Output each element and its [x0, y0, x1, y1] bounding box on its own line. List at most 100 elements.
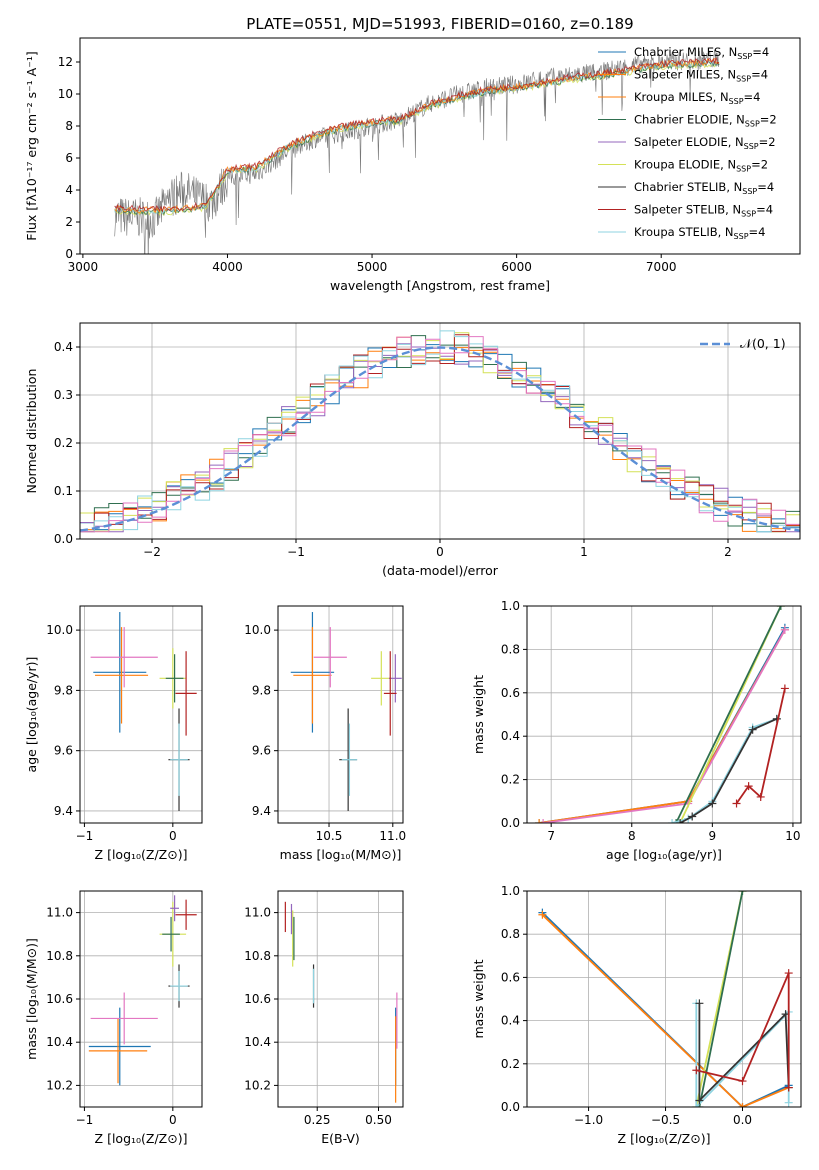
error-point [388, 654, 402, 703]
weight-marker [668, 819, 677, 823]
x-tick-label: 7 [547, 829, 555, 843]
error-point [162, 916, 180, 952]
error-point [313, 627, 347, 688]
weight-marker [744, 782, 753, 791]
y-axis-label: Normed distribution [24, 369, 39, 494]
y-tick-label: 9.8 [252, 683, 271, 697]
y-tick-label: 0.6 [501, 686, 520, 700]
weight-line [538, 627, 786, 823]
error-point [341, 723, 358, 796]
x-tick-label: −1 [76, 1113, 94, 1127]
y-tick-label: 10.4 [46, 1035, 73, 1049]
weight-marker [776, 606, 785, 610]
y-tick-label: 0.4 [54, 340, 73, 354]
y-tick-label: 0.1 [54, 484, 73, 498]
x-axis-label: age [log₁₀(age/yr)] [606, 847, 722, 862]
y-tick-label: 0.8 [501, 927, 520, 941]
x-tick-label: −2 [143, 545, 161, 559]
legend-text: Kroupa ELODIE, N [634, 158, 736, 172]
weight-marker [692, 1103, 701, 1107]
x-tick-label: −1 [287, 545, 305, 559]
legend-tail: =4 [749, 225, 766, 239]
error-point [293, 627, 332, 724]
x-tick-label: −1 [76, 829, 94, 843]
x-axis-label: (data-model)/error [382, 563, 499, 578]
error-point [175, 899, 197, 930]
weight-marker [672, 819, 681, 823]
y-tick-label: 0.6 [501, 970, 520, 984]
observed-spectrum [114, 49, 720, 254]
axes-frame [79, 37, 801, 255]
y-tick-label: 10.4 [244, 1035, 271, 1049]
y-tick-label: 10.0 [46, 623, 73, 637]
y-tick-label: 0.3 [54, 388, 73, 402]
y-tick-label: 10.2 [244, 1078, 271, 1092]
weight-line [538, 629, 786, 823]
y-tick-label: 10.6 [46, 992, 73, 1006]
plot-area [88, 895, 197, 1086]
y-tick-label: 2 [65, 215, 73, 229]
legend-subscript: SSP [729, 97, 744, 106]
error-point [175, 651, 197, 736]
model-spectrum [114, 60, 720, 216]
y-tick-label: 0 [65, 247, 73, 261]
legend-entry: Chabrier STELIB, NSSP=4 [634, 180, 774, 196]
y-axis-label: age [log₁₀(age/yr)] [24, 657, 39, 773]
x-tick-label: 0 [169, 1113, 177, 1127]
axes-frame [526, 605, 802, 824]
mass-vs-extinction-panel: 0.25 0.50 10.2 10.4 10.6 10.8 11.0 E(B-V) [244, 890, 404, 1146]
x-tick-label: 0 [169, 829, 177, 843]
weight-marker [738, 891, 747, 895]
x-axis-label: wavelength [Angstrom, rest frame] [330, 278, 550, 293]
axes-frame [526, 890, 802, 1108]
legend-tail: =2 [759, 135, 776, 149]
legend-text: Kroupa STELIB, N [634, 225, 734, 239]
weight-marker [748, 725, 757, 734]
y-tick-label: 0.4 [501, 729, 520, 743]
weight-marker [732, 799, 741, 808]
weight-line [675, 606, 782, 823]
legend-subscript: SSP [736, 165, 751, 174]
weight-marker [738, 1077, 747, 1086]
legend-tail: =4 [751, 68, 768, 82]
weight-line [735, 688, 786, 805]
legend-tail: =4 [756, 203, 773, 217]
error-point [165, 654, 184, 703]
x-tick-label: 10 [785, 829, 800, 843]
weight-marker [688, 812, 697, 821]
x-tick-label: 7000 [646, 260, 677, 274]
y-tick-label: 0.8 [501, 642, 520, 656]
legend-tail: =4 [744, 90, 761, 104]
legend-subscript: SSP [745, 120, 760, 129]
weight-marker [676, 819, 685, 823]
weight-marker [756, 792, 765, 801]
model-spectrum [114, 60, 720, 217]
model-spectrum [114, 57, 720, 213]
error-point [170, 723, 188, 796]
y-axis-label: Flux [fλ10⁻¹⁷ erg cm⁻² s⁻¹ A⁻¹] [24, 51, 39, 240]
error-point [90, 992, 158, 1045]
x-tick-label: 0.50 [365, 1113, 392, 1127]
mass-vs-metallicity-panel: −1 0 10.2 10.4 10.6 10.8 11.0 Z [log₁₀(Z/Z⊙)] ma… [24, 890, 203, 1146]
y-tick-label: 12 [58, 55, 73, 69]
age-vs-metallicity-panel: −1 0 9.4 9.6 9.8 10.0 Z [log₁₀(Z/Z⊙)] age [log₁… [24, 605, 203, 862]
figure-title: PLATE=0551, MJD=51993, FIBERID=0160, z=0… [246, 15, 633, 33]
plot-area [290, 612, 402, 811]
y-tick-label: 0.0 [501, 1100, 520, 1114]
y-tick-label: 1.0 [501, 599, 520, 613]
y-axis-label: mass [log₁₀(M/M⊙)] [24, 938, 39, 1060]
error-point [95, 627, 149, 724]
x-tick-label: 0.25 [304, 1113, 331, 1127]
plot-area [535, 606, 789, 823]
residual-histogram-panel: −2 −1 0 1 2 0.0 0.1 0.2 0.3 0.4 (data-model)/error… [24, 322, 801, 578]
y-tick-label: 0.0 [54, 532, 73, 546]
y-tick-label: 0.4 [501, 1014, 520, 1028]
error-point [170, 970, 188, 1002]
y-tick-label: 0.2 [501, 773, 520, 787]
x-tick-label: −0.5 [651, 1113, 680, 1127]
axes-frame [277, 890, 404, 1108]
weight-line [542, 629, 786, 823]
legend-text: Chabrier STELIB, N [634, 180, 742, 194]
weight-marker [784, 1098, 793, 1107]
